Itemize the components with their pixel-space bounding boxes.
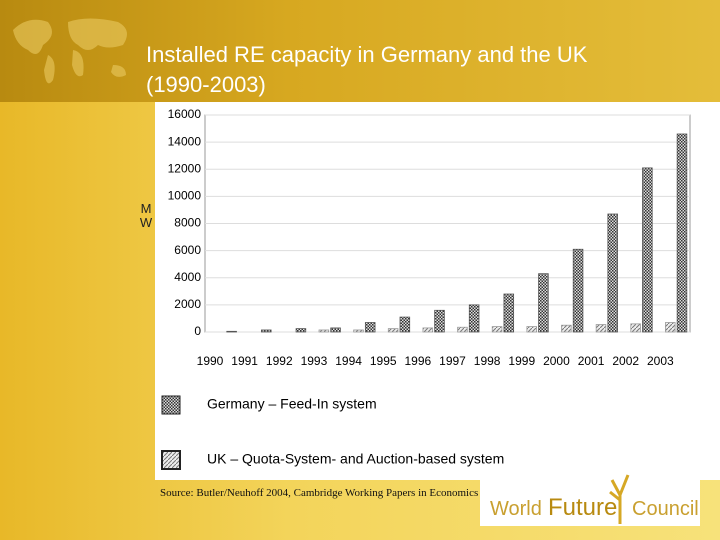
x-tick-label: 1994 [335,354,362,368]
bar [399,316,411,333]
x-tick-label: 1998 [474,354,501,368]
logo-word: Future [548,494,618,521]
bar [538,273,549,333]
x-tick-label: 1996 [405,354,432,368]
bar [422,327,434,333]
bar [491,326,503,333]
y-tick-label: 2000 [174,297,201,311]
bar [595,324,607,333]
bar [318,329,330,333]
bar [226,330,237,333]
y-tick-label: 6000 [174,243,201,257]
legend-label: UK – Quota-System- and Auction-based sys… [207,451,504,467]
y-tick-label: 16000 [168,107,202,121]
x-tick-label: 2002 [612,354,639,368]
legend-label: Germany – Feed-In system [207,396,377,412]
y-tick-label: 4000 [174,270,201,284]
bar [526,326,537,333]
bar [676,133,688,333]
x-tick-label: 1999 [508,354,535,368]
x-tick-label: 2001 [578,354,605,368]
bar [387,328,399,333]
y-tick-label: 8000 [174,216,201,230]
bar [503,293,515,333]
bar [665,322,676,333]
logo-icon [609,474,630,524]
title-band [0,0,720,102]
bar [561,324,572,333]
x-tick-label: 1993 [301,354,328,368]
bar [353,329,364,333]
slide-title: Installed RE capacity in Germany and the… [146,42,588,97]
y-tick-label: 14000 [168,134,202,148]
x-tick-label: 1991 [231,354,258,368]
bar [607,213,618,333]
source: Source: Butler/Neuhoff 2004, Cambridge W… [160,487,479,499]
bar [630,323,641,333]
bar [364,322,376,333]
bar [457,326,468,333]
bar [261,329,272,333]
chart-area [155,102,720,480]
logo-word: Council [632,498,699,520]
y-tick-label: 0 [194,324,201,338]
world-map [13,18,127,84]
legend-swatch [161,395,181,415]
logo-word: World [490,498,542,520]
legend-swatch [161,450,181,470]
x-tick-label: 1990 [197,354,224,368]
x-tick-label: 1997 [439,354,466,368]
bar [642,167,653,333]
x-tick-label: 2003 [647,354,674,368]
bar [295,328,307,333]
x-tick-label: 2000 [543,354,570,368]
logo: World Future Council [480,468,700,526]
x-tick-label: 1992 [266,354,293,368]
bar [468,304,480,333]
bar [434,309,445,333]
bar [572,248,584,333]
y-tick-label: 12000 [168,161,202,175]
x-tick-label: 1995 [370,354,397,368]
y-axis-label: MW [139,201,153,230]
bar [330,327,341,333]
y-tick-label: 10000 [168,189,202,203]
